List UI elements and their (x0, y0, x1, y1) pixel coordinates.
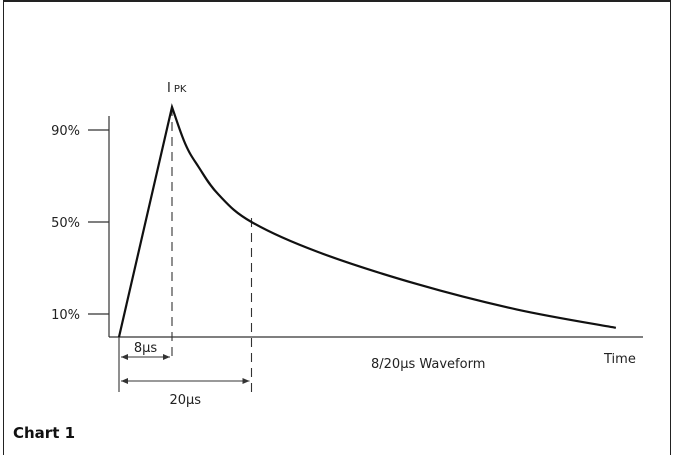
y-tick-label: 10% (51, 308, 80, 323)
arrowhead-right (163, 354, 170, 360)
arrowhead-left (121, 378, 128, 384)
peak-label: I PK (167, 81, 187, 96)
chart-frame (3, 0, 671, 455)
y-tick-label: 90% (51, 124, 80, 139)
waveform-line (117, 103, 617, 338)
x-axis-label: Time (603, 352, 636, 367)
arrowhead-right (242, 378, 250, 384)
y-tick-label: 50% (51, 216, 80, 231)
interval-label: 20µs (169, 393, 201, 408)
waveform-title: 8/20µs Waveform (371, 357, 485, 372)
arrowhead-left (121, 354, 128, 360)
top-rule (3, 0, 671, 2)
chart-caption: Chart 1 (13, 424, 76, 442)
interval-label: 8µs (134, 341, 158, 356)
